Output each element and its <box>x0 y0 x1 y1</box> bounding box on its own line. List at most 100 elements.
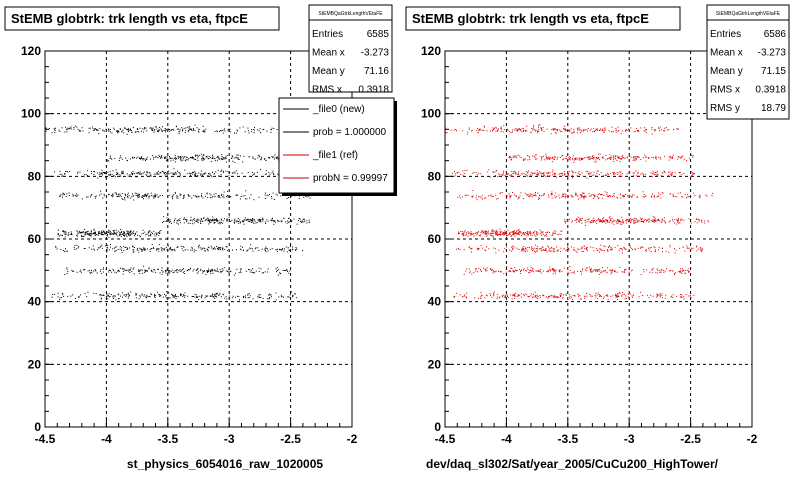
scatter-point <box>455 173 457 175</box>
scatter-point <box>529 196 531 198</box>
scatter-point <box>128 233 129 235</box>
scatter-point <box>596 220 598 222</box>
scatter-point <box>539 296 541 298</box>
scatter-point <box>554 156 556 158</box>
scatter-point <box>176 197 178 199</box>
scatter-point <box>212 219 214 221</box>
scatter-point <box>271 172 273 174</box>
scatter-point <box>105 128 107 130</box>
scatter-point <box>219 223 221 225</box>
scatter-point <box>538 129 540 131</box>
scatter-point <box>668 174 670 176</box>
scatter-point <box>195 270 197 271</box>
scatter-point <box>246 250 248 252</box>
scatter-point <box>681 174 683 176</box>
scatter-point <box>200 218 202 220</box>
scatter-point <box>633 222 635 224</box>
scatter-point <box>64 251 66 253</box>
scatter-point <box>596 223 598 224</box>
stats-header: StEMBQaGtrkLengthVEtaFE <box>716 11 781 17</box>
scatter-point <box>258 196 260 198</box>
scatter-point <box>176 220 178 221</box>
scatter-point <box>650 219 652 221</box>
scatter-point <box>183 218 184 220</box>
scatter-point <box>110 157 112 159</box>
scatter-point <box>581 273 582 275</box>
scatter-point <box>494 232 496 233</box>
scatter-point <box>609 218 611 220</box>
scatter-point <box>637 220 638 222</box>
scatter-point <box>534 230 536 232</box>
scatter-point <box>168 170 170 172</box>
scatter-point <box>77 231 79 233</box>
scatter-point <box>222 158 224 160</box>
scatter-point <box>621 221 623 223</box>
scatter-point <box>91 233 93 235</box>
scatter-point <box>704 220 706 222</box>
scatter-point <box>169 219 171 221</box>
scatter-point <box>565 293 567 295</box>
scatter-point <box>464 170 466 171</box>
scatter-point <box>535 295 537 297</box>
scatter-point <box>662 251 664 253</box>
scatter-point <box>232 172 234 174</box>
scatter-point <box>519 294 521 296</box>
scatter-point <box>499 228 501 230</box>
scatter-point <box>562 294 564 296</box>
scatter-point <box>521 172 523 174</box>
x-tick-label: -2 <box>747 432 758 446</box>
scatter-point <box>604 246 606 248</box>
scatter-point <box>226 219 228 221</box>
scatter-point <box>203 218 205 219</box>
scatter-point <box>131 196 133 198</box>
scatter-point <box>492 231 494 233</box>
scatter-point <box>216 131 218 133</box>
scatter-point <box>194 293 196 295</box>
scatter-point <box>159 156 160 157</box>
scatter-point <box>211 269 213 271</box>
scatter-point <box>179 129 181 131</box>
scatter-point <box>617 293 619 295</box>
scatter-point <box>626 156 628 158</box>
scatter-point <box>234 172 236 174</box>
scatter-point <box>613 219 615 221</box>
scatter-point <box>213 269 215 271</box>
scatter-point <box>544 250 546 252</box>
scatter-point <box>541 249 543 251</box>
scatter-point <box>245 190 247 192</box>
scatter-point <box>553 232 555 234</box>
scatter-point <box>683 172 685 174</box>
scatter-point <box>170 157 172 159</box>
scatter-point <box>617 197 619 199</box>
scatter-point <box>265 160 267 161</box>
scatter-point <box>538 126 539 128</box>
scatter-point <box>669 244 671 246</box>
scatter-point <box>650 247 652 248</box>
scatter-point <box>630 127 632 129</box>
scatter-point <box>182 159 184 161</box>
scatter-point <box>160 247 162 249</box>
scatter-point <box>582 158 583 160</box>
scatter-point <box>257 129 259 131</box>
scatter-point <box>171 196 173 198</box>
scatter-point <box>295 249 297 251</box>
scatter-point <box>98 247 100 249</box>
scatter-point <box>228 216 230 218</box>
scatter-point <box>468 246 470 248</box>
scatter-point <box>571 220 573 222</box>
scatter-point <box>104 232 106 234</box>
legend-frame <box>278 97 395 194</box>
scatter-point <box>583 157 585 159</box>
scatter-point <box>108 231 110 233</box>
scatter-point <box>458 231 460 233</box>
scatter-point <box>222 132 224 134</box>
scatter-point <box>126 160 128 162</box>
scatter-point <box>110 232 112 234</box>
scatter-point <box>504 175 506 177</box>
scatter-point <box>457 233 459 235</box>
scatter-point <box>207 246 209 248</box>
scatter-point <box>277 274 279 276</box>
scatter-point <box>58 129 60 131</box>
scatter-point <box>256 222 258 223</box>
scatter-point <box>55 245 57 247</box>
